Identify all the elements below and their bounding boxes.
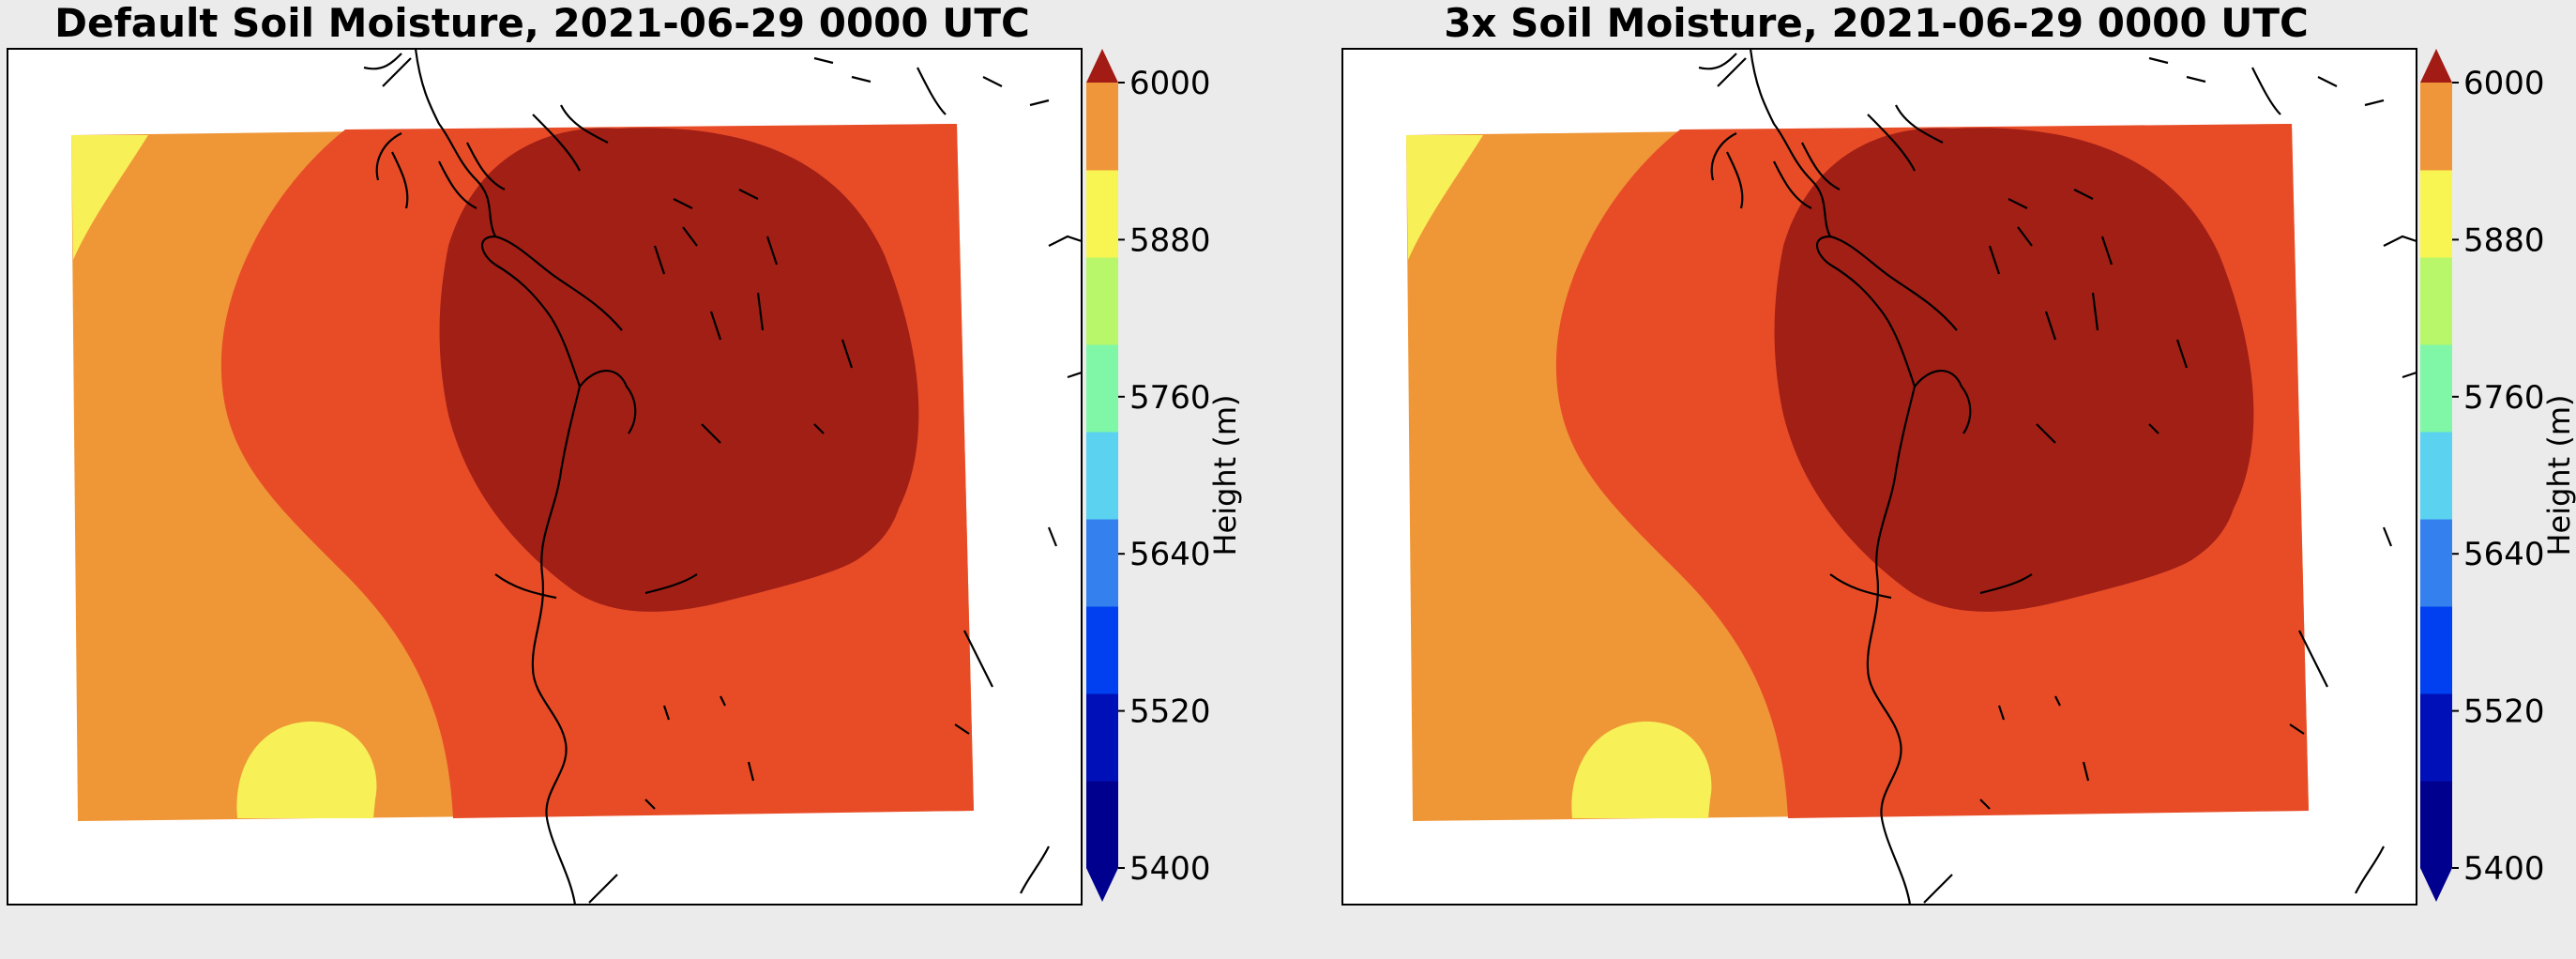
- colorbar-band-3x: [2420, 432, 2452, 520]
- colorbar-extend-high-default: [1086, 49, 1118, 83]
- colorbar-band-3x: [2420, 693, 2452, 782]
- colorbar-tick-label-3x: 5880: [2463, 221, 2545, 259]
- colorbar-band-3x: [2420, 83, 2452, 171]
- map-frame-default: [8, 49, 1082, 905]
- colorbar-tick-label-3x: 5520: [2463, 693, 2545, 731]
- colorbar-label-3x: Height (m): [2541, 394, 2576, 556]
- map-border-3x: [1341, 48, 2417, 906]
- map-panel-default: Default Soil Moisture, 2021-06-29 0000 U…: [7, 0, 1083, 906]
- colorbar-band-default: [1086, 606, 1118, 694]
- colorbar-tick-label-3x: 5760: [2463, 379, 2545, 417]
- colorbar-extend-low-default: [1086, 868, 1118, 902]
- colorbar-band-default: [1086, 781, 1118, 869]
- colorbar-tick-label-3x: 5640: [2463, 536, 2545, 573]
- panel-title-3x: 3x Soil Moisture, 2021-06-29 0000 UTC: [1444, 0, 2309, 46]
- map-frame-3x: [1342, 49, 2417, 905]
- colorbar-tick-label-default: 5880: [1129, 221, 1211, 259]
- colorbar-band-default: [1086, 344, 1118, 433]
- colorbar-tick-label-default: 5400: [1129, 850, 1211, 888]
- colorbar-tick-label-default: 5640: [1129, 536, 1211, 573]
- colorbar-band-default: [1086, 170, 1118, 258]
- colorbar-tick-label-default: 6000: [1129, 65, 1211, 102]
- map-border-default: [7, 48, 1083, 906]
- colorbar-tick-label-default: 5520: [1129, 693, 1211, 731]
- colorbar-tick-label-3x: 5400: [2463, 850, 2545, 888]
- colorbar-band-default: [1086, 83, 1118, 171]
- colorbar-extend-high-3x: [2420, 49, 2452, 83]
- colorbar-band-3x: [2420, 606, 2452, 694]
- colorbar-3x: 5400 5520 5640 5760 5880 6000 Height (m): [2420, 49, 2576, 902]
- colorbar-band-default: [1086, 693, 1118, 782]
- colorbar-band-3x: [2420, 170, 2452, 258]
- colorbar-band-default: [1086, 432, 1118, 520]
- colorbar-extend-low-3x: [2420, 868, 2452, 902]
- colorbar-band-default: [1086, 257, 1118, 345]
- colorbar-band-3x: [2420, 781, 2452, 869]
- colorbar-default: 5400 5520 5640 5760 5880 6000 Height (m): [1086, 49, 1243, 902]
- colorbar-label-default: Height (m): [1207, 394, 1243, 556]
- colorbar-band-default: [1086, 519, 1118, 607]
- colorbar-band-3x: [2420, 257, 2452, 345]
- map-panel-3x: 3x Soil Moisture, 2021-06-29 0000 UTC: [1341, 0, 2417, 906]
- colorbar-band-3x: [2420, 519, 2452, 607]
- panel-title-default: Default Soil Moisture, 2021-06-29 0000 U…: [54, 0, 1030, 46]
- colorbar-tick-label-default: 5760: [1129, 379, 1211, 417]
- colorbar-band-3x: [2420, 344, 2452, 433]
- colorbar-tick-label-3x: 6000: [2463, 65, 2545, 102]
